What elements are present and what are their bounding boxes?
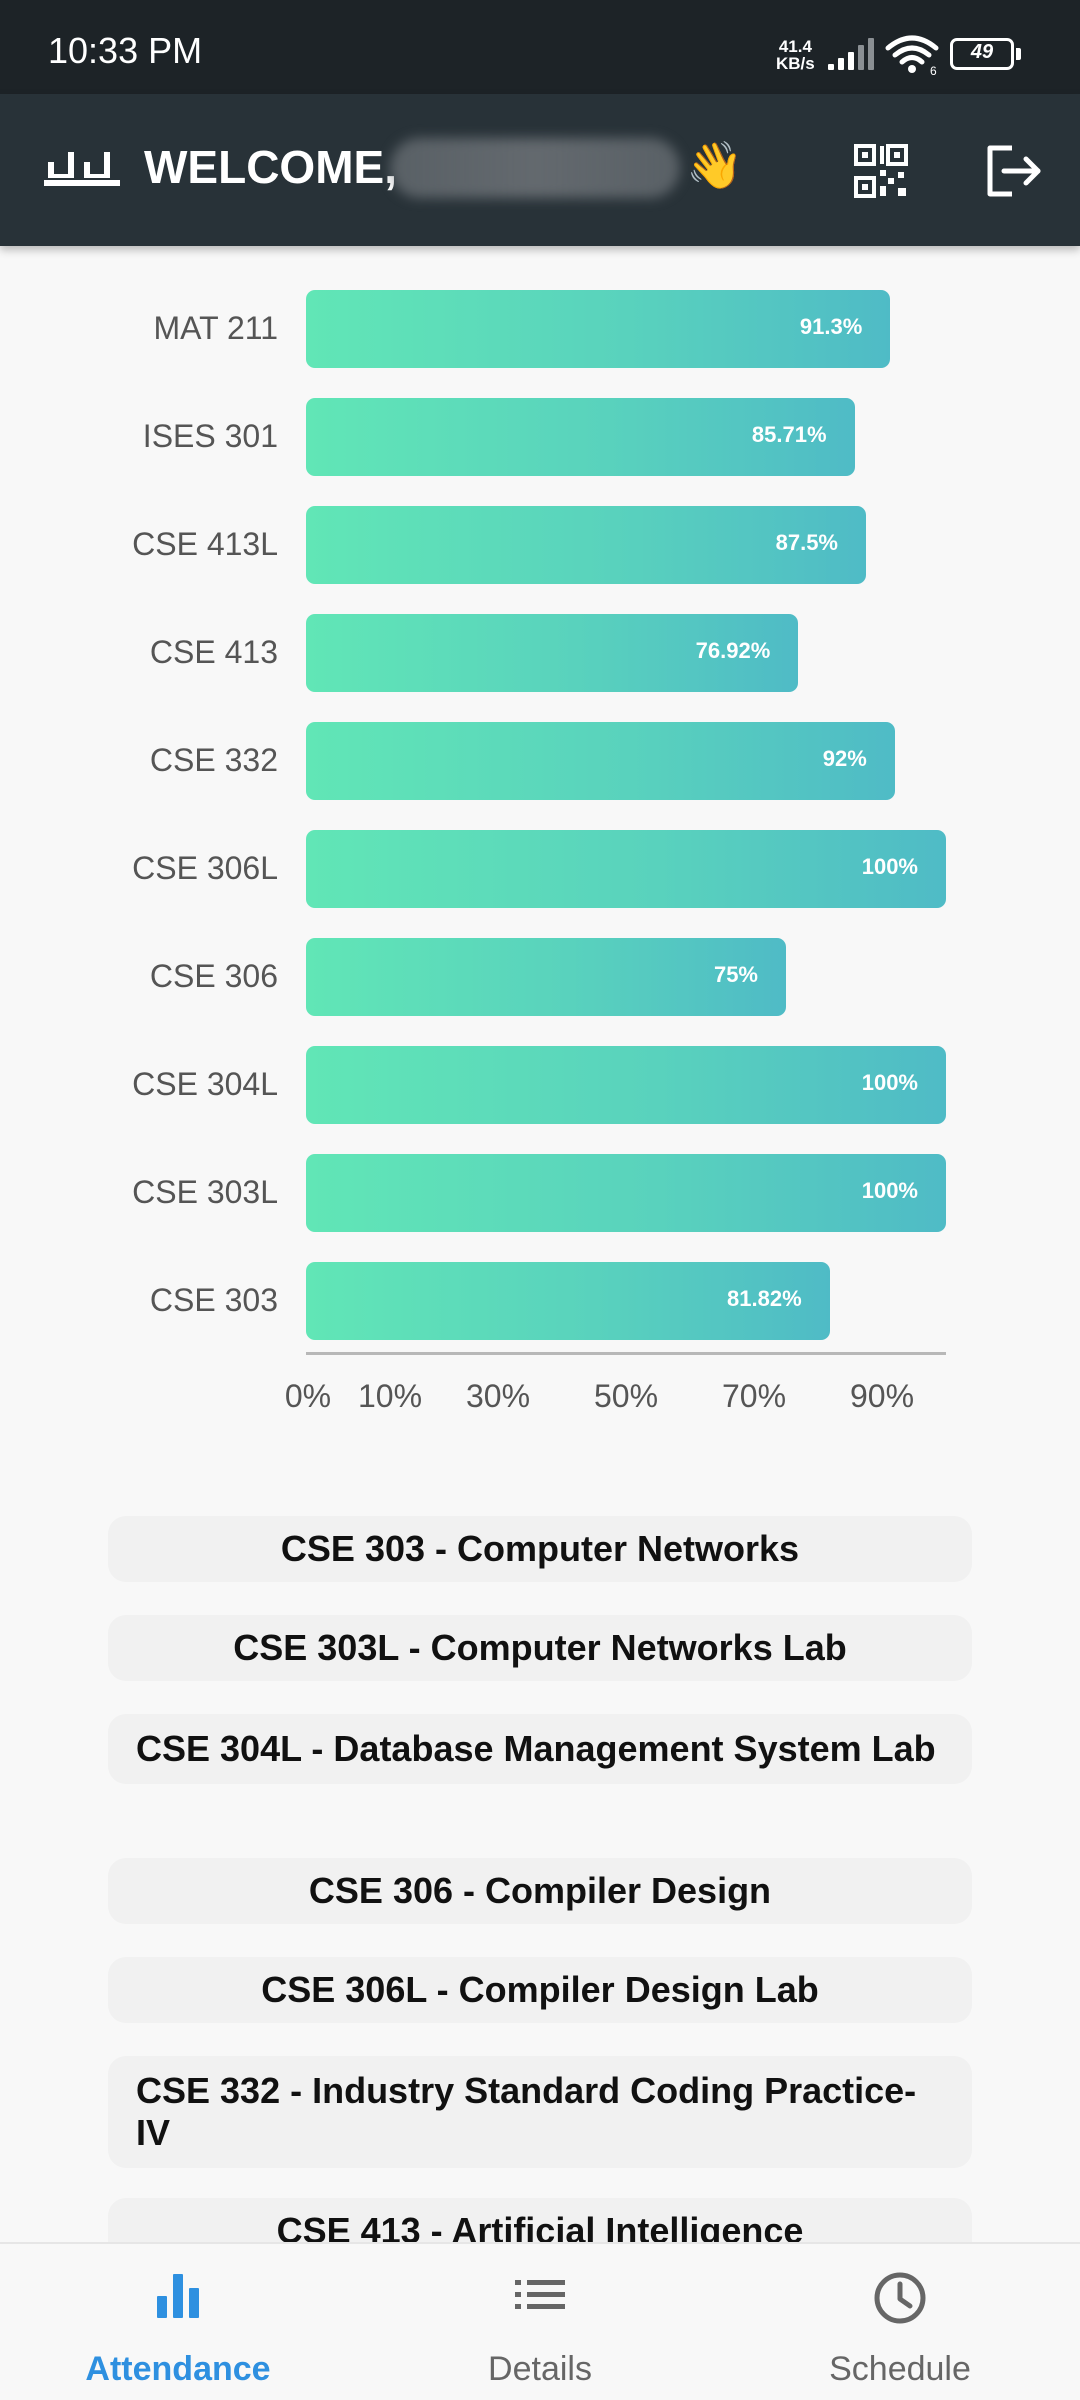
attendance-bar: 100% [306, 830, 946, 908]
category-label: CSE 306L [132, 850, 278, 886]
bar-chart-icon [157, 2274, 199, 2318]
attendance-bar: 75% [306, 938, 786, 1016]
bar-value-label: 91.3% [799, 314, 863, 339]
bar-value-label: 75% [713, 962, 758, 987]
category-label: CSE 413L [132, 526, 278, 562]
category-label: CSE 413 [149, 634, 278, 670]
clock-icon [874, 2272, 926, 2324]
x-tick-label: 30% [465, 1378, 531, 1414]
waving-hand-emoji: 👋 [686, 139, 744, 191]
bar-value-label: 81.82% [727, 1286, 802, 1311]
attendance-bar: 81.82% [306, 1262, 830, 1340]
bar-value-label: 85.71% [751, 422, 827, 447]
category-label: MAT 211 [153, 310, 279, 346]
bar-value-label: 87.5% [775, 530, 838, 555]
nav-label-attendance: Attendance [85, 2350, 271, 2388]
category-label: CSE 332 [149, 742, 278, 778]
nav-label-details: Details [488, 2350, 592, 2388]
bottom-navigation: Attendance Details Schedule [0, 2242, 1080, 2400]
category-label: CSE 306 [149, 958, 278, 994]
course-card[interactable]: CSE 332 - Industry Standard Coding Pract… [108, 2056, 972, 2168]
attendance-bar: 100% [306, 1046, 946, 1124]
list-icon [515, 2280, 565, 2309]
category-label: CSE 304L [132, 1066, 278, 1102]
attendance-bar: 87.5% [306, 506, 866, 584]
nav-label-schedule: Schedule [829, 2350, 971, 2388]
bar-value-label: 100% [861, 854, 918, 879]
bar-value-label: 100% [861, 1178, 918, 1203]
app-header: WELCOME, 👋 [0, 94, 1080, 246]
x-tick-label: 90% [849, 1378, 915, 1414]
nav-attendance[interactable]: Attendance [28, 2244, 328, 2400]
status-time: 10:33 PM [48, 30, 203, 71]
x-tick-label: 50% [593, 1378, 659, 1414]
bar-value-label: 76.92% [695, 638, 771, 663]
category-label: ISES 301 [142, 418, 278, 454]
welcome-text: WELCOME, [144, 141, 397, 193]
nav-details[interactable]: Details [390, 2244, 690, 2400]
wifi-icon: 6 [885, 35, 939, 76]
attendance-chart: MAT 211 91.3% ISES 301 85.71% CSE 413L 87.5% C… [0, 270, 1080, 1420]
svg-text:6: 6 [930, 64, 937, 76]
status-bar: 10:33 PM 41.4 KB/s 6 49 [0, 0, 1080, 94]
bar-value-label: 100% [861, 1070, 918, 1095]
bar-value-label: 92% [822, 746, 867, 771]
network-speed-unit: KB/s [776, 54, 815, 73]
course-card[interactable]: CSE 303 - Computer Networks [108, 1516, 972, 1582]
attendance-bar: 92% [306, 722, 895, 800]
cellular-signal-icon [828, 38, 874, 70]
battery-level: 49 [970, 41, 994, 63]
x-tick-label: 0% [284, 1378, 332, 1414]
battery-icon: 49 [950, 38, 1022, 70]
nav-schedule[interactable]: Schedule [750, 2244, 1050, 2400]
redacted-username [390, 138, 680, 198]
course-card[interactable]: CSE 306 - Compiler Design [108, 1858, 972, 1924]
logout-icon[interactable] [984, 142, 1044, 200]
attendance-bar: 91.3% [306, 290, 891, 368]
x-tick-label: 10% [357, 1378, 423, 1414]
category-label: CSE 303 [149, 1282, 278, 1318]
course-card[interactable]: CSE 306L - Compiler Design Lab [108, 1957, 972, 2023]
attendance-bar: 85.71% [306, 398, 855, 476]
network-speed-value: 41.4 [778, 37, 812, 56]
course-card[interactable]: CSE 304L - Database Management System La… [108, 1714, 972, 1784]
attendance-logo-icon [44, 152, 120, 186]
attendance-bar: 76.92% [306, 614, 799, 692]
network-speed: 41.4 KB/s [776, 38, 815, 72]
qr-code-icon[interactable] [852, 142, 910, 200]
x-axis-line [306, 1352, 946, 1355]
x-tick-label: 70% [721, 1378, 787, 1414]
course-card[interactable]: CSE 303L - Computer Networks Lab [108, 1615, 972, 1681]
attendance-bar: 100% [306, 1154, 946, 1232]
category-label: CSE 303L [132, 1174, 278, 1210]
